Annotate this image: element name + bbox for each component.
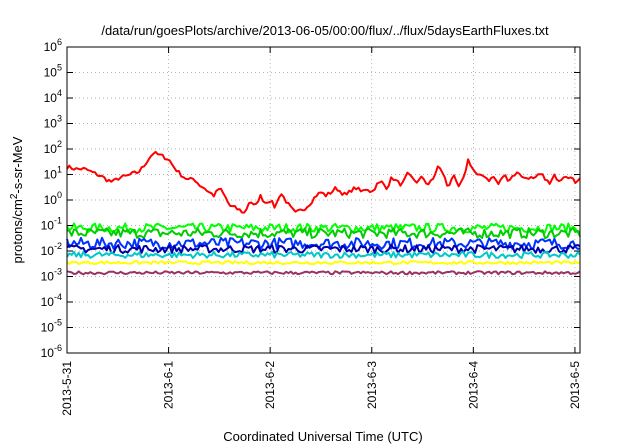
y-tick-label: 100 <box>44 190 62 207</box>
x-axis-ticks: 2013-5-31 2013-6-1 2013-6-2 2013-6-3 2013-6-… <box>60 47 582 416</box>
y-axis-ticks: 10-6 10-5 10-4 10-3 10-2 10-1 100 101 102 103 104 1… <box>41 37 580 360</box>
series-line-7 <box>66 270 581 276</box>
x-tick-label: 2013-6-1 <box>162 361 176 409</box>
series-group <box>66 150 581 276</box>
y-tick-label: 10-1 <box>41 216 62 233</box>
y-tick-label: 10-6 <box>41 343 62 360</box>
series-line-4 <box>66 244 581 255</box>
x-axis-label: Coordinated Universal Time (UTC) <box>223 429 422 444</box>
y-tick-label: 105 <box>44 63 62 80</box>
y-tick-label: 103 <box>44 114 62 131</box>
x-tick-label: 2013-6-5 <box>568 361 582 409</box>
x-tick-label: 2013-6-4 <box>466 361 480 409</box>
y-tick-label: 106 <box>44 37 62 54</box>
x-tick-label: 2013-6-3 <box>365 361 379 409</box>
y-tick-label: 10-4 <box>41 292 62 309</box>
y-tick-label: 10-3 <box>41 267 62 284</box>
series-line-5 <box>66 250 581 259</box>
series-line-3 <box>66 236 581 250</box>
chart-title: /data/run/goesPlots/archive/2013-06-05/0… <box>101 23 549 38</box>
y-tick-label: 101 <box>44 165 62 182</box>
x-tick-label: 2013-5-31 <box>60 361 74 416</box>
series-line-0 <box>66 150 581 214</box>
y-tick-label: 10-2 <box>41 241 62 258</box>
y-tick-label: 102 <box>44 139 62 156</box>
x-tick-label: 2013-6-2 <box>263 361 277 409</box>
y-axis-label: protons/cm2-s-sr-MeV <box>9 136 25 263</box>
series-line-1 <box>66 222 581 234</box>
series-line-2 <box>67 227 581 240</box>
y-tick-label: 10-5 <box>41 318 62 335</box>
y-tick-label: 104 <box>44 88 62 105</box>
grid <box>67 47 580 353</box>
series-line-6 <box>66 260 581 266</box>
